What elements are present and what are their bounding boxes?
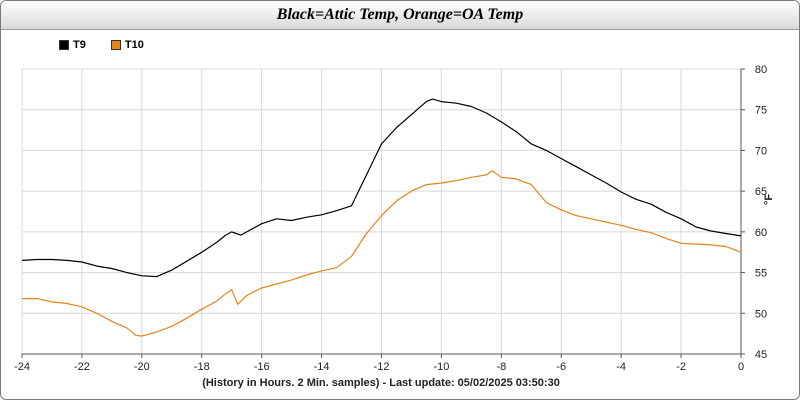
x-axis-caption: (History in Hours. 2 Min. samples) - Las…	[202, 377, 560, 389]
y-tick-label: 65	[755, 186, 767, 198]
legend-label-t9: T9	[73, 39, 86, 52]
x-tick-label: -22	[74, 361, 90, 373]
x-tick-label: -10	[433, 361, 449, 373]
legend-item-t9: T9	[59, 39, 86, 51]
title-bar: Black=Attic Temp, Orange=OA Temp	[1, 1, 799, 30]
y-tick-label: 50	[755, 308, 767, 320]
series-line-t9	[21, 98, 742, 278]
y-tick-label: 45	[755, 349, 767, 361]
y-tick-label: 55	[755, 268, 767, 280]
legend-swatch-t10	[110, 40, 121, 51]
y-axis-unit: °F	[763, 193, 775, 205]
chart-title: Black=Attic Temp, Orange=OA Temp	[276, 6, 524, 23]
y-tick-label: 70	[755, 145, 767, 157]
x-tick-label: -6	[556, 361, 566, 373]
x-tick-label: -8	[496, 361, 506, 373]
y-tick-label: 80	[755, 64, 767, 76]
x-tick-label: -12	[374, 361, 390, 373]
x-tick-label: -4	[616, 361, 626, 373]
x-tick-label: -16	[254, 361, 270, 373]
series-line-t10	[22, 170, 742, 337]
x-tick-label: -18	[194, 361, 210, 373]
y-tick-label: 75	[755, 105, 767, 117]
legend-swatch-t9	[59, 40, 69, 51]
x-tick-label: -14	[314, 361, 330, 373]
x-tick-label: -2	[676, 361, 686, 373]
legend-label-t10: T10	[124, 39, 144, 52]
x-tick-label: 0	[738, 361, 744, 373]
legend-item-t10: T10	[110, 39, 144, 52]
y-tick-label: 60	[755, 227, 767, 239]
x-tick-label: -20	[134, 361, 150, 373]
legend: T9 T10	[59, 39, 166, 51]
x-tick-label: -24	[14, 361, 30, 373]
